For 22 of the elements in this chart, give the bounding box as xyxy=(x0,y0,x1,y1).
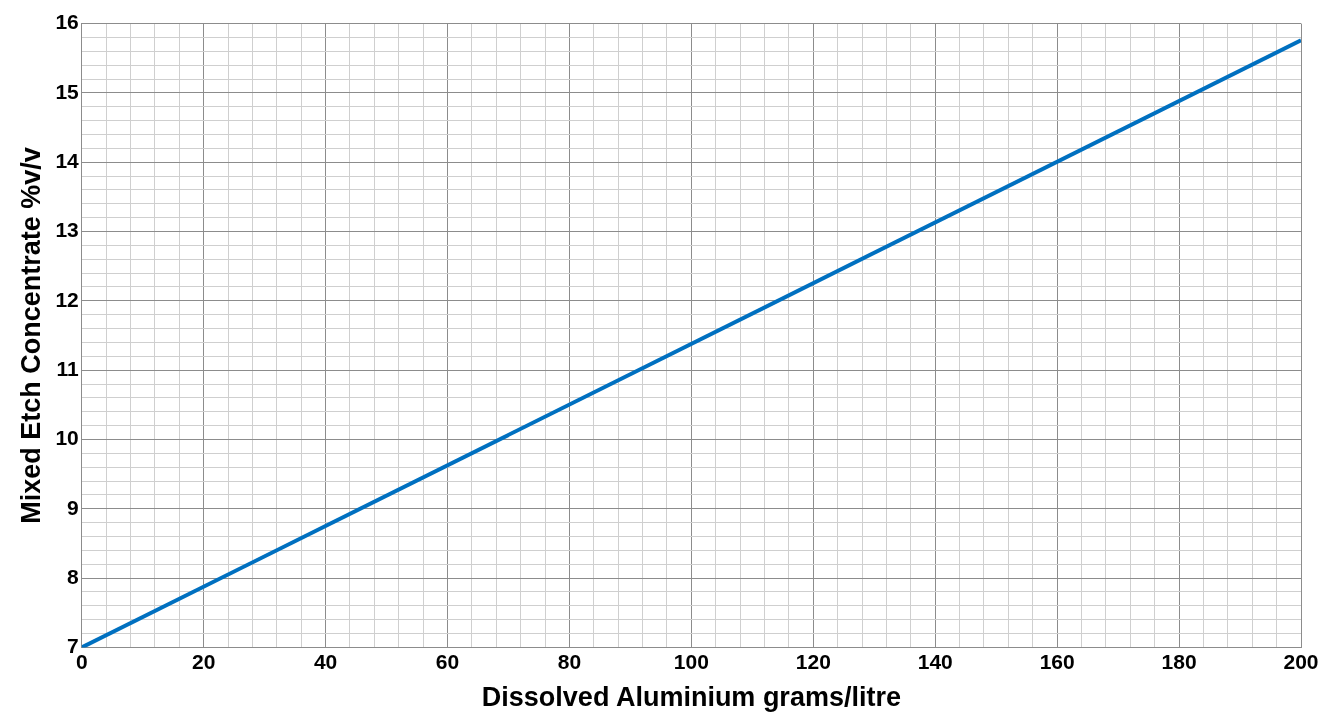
x-tick-label: 0 xyxy=(75,649,88,673)
y-tick-label: 16 xyxy=(55,10,79,34)
x-tick-label: 140 xyxy=(917,649,953,673)
x-tick-label: 40 xyxy=(313,649,338,673)
x-tick-label: 180 xyxy=(1161,649,1197,673)
y-tick-label: 12 xyxy=(55,287,79,311)
y-tick-label: 9 xyxy=(67,495,79,519)
y-axis-title: Mixed Etch Concentrate %v/v xyxy=(15,147,46,524)
x-tick-label: 100 xyxy=(673,649,709,673)
y-tick-label: 8 xyxy=(67,564,80,588)
y-tick-label: 10 xyxy=(55,426,79,450)
x-tick-label: 80 xyxy=(557,649,582,673)
x-tick-label: 60 xyxy=(435,649,460,673)
y-tick-label: 15 xyxy=(55,79,80,103)
x-tick-label: 160 xyxy=(1039,649,1075,673)
x-axis-title: Dissolved Aluminium grams/litre xyxy=(481,682,901,713)
y-tick-label: 11 xyxy=(56,356,80,380)
x-tick-label: 20 xyxy=(192,649,216,673)
y-tick-label: 14 xyxy=(55,149,80,173)
y-tick-label: 13 xyxy=(55,218,79,242)
x-tick-label: 200 xyxy=(1283,649,1319,673)
x-tick-label: 120 xyxy=(795,649,831,673)
